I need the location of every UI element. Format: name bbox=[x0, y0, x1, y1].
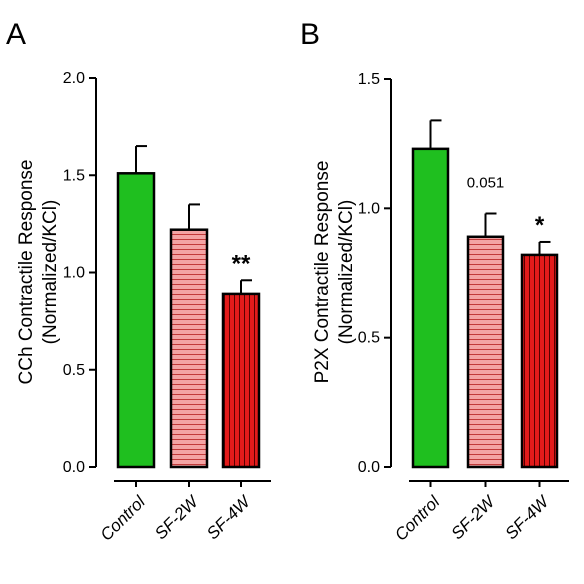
x-category-label: Control bbox=[391, 492, 444, 545]
y-tick-label: 0.0 bbox=[63, 459, 85, 476]
bar-sf-4w bbox=[221, 292, 261, 469]
x-category-label: SF-2W bbox=[151, 491, 203, 543]
y-axis-title-line: CCh Contractile Response bbox=[16, 160, 37, 385]
y-tick-label: 0.0 bbox=[358, 459, 380, 476]
y-tick-label: 2.0 bbox=[63, 70, 85, 87]
bar-sf-4w bbox=[520, 253, 559, 469]
significance-label: ** bbox=[232, 250, 251, 277]
bar-sf-2w bbox=[466, 235, 505, 469]
y-axis-title-line: P2X Contractile Response bbox=[312, 161, 333, 384]
panel-b: B P2X Contractile Response (Normalized/KCl… bbox=[300, 18, 569, 545]
y-tick-label: 1.0 bbox=[63, 265, 85, 282]
y-tick-label: 1.5 bbox=[358, 71, 380, 88]
significance-label: * bbox=[535, 212, 545, 239]
x-category-label: SF-2W bbox=[447, 491, 499, 543]
y-tick-label: 0.5 bbox=[358, 330, 380, 347]
y-tick-label: 1.5 bbox=[63, 167, 85, 184]
bar-control bbox=[411, 147, 450, 469]
y-tick-label: 0.5 bbox=[63, 362, 85, 379]
panel-letter: B bbox=[300, 18, 320, 51]
y-tick-label: 1.0 bbox=[358, 200, 380, 217]
x-category-label: SF-4W bbox=[501, 491, 553, 543]
y-axis-title-line: (Normalized/KCl) bbox=[336, 200, 357, 345]
panel-letter: A bbox=[6, 18, 26, 51]
y-axis-title-line: (Normalized/KCl) bbox=[40, 200, 61, 345]
significance-label: 0.051 bbox=[467, 175, 505, 192]
bar-sf-2w bbox=[169, 228, 209, 469]
bar-control bbox=[116, 172, 156, 469]
x-category-label: Control bbox=[97, 492, 150, 545]
x-category-label: SF-4W bbox=[203, 491, 255, 543]
panel-a: A CCh Contractile Response (Normalized/KCl… bbox=[6, 18, 271, 545]
